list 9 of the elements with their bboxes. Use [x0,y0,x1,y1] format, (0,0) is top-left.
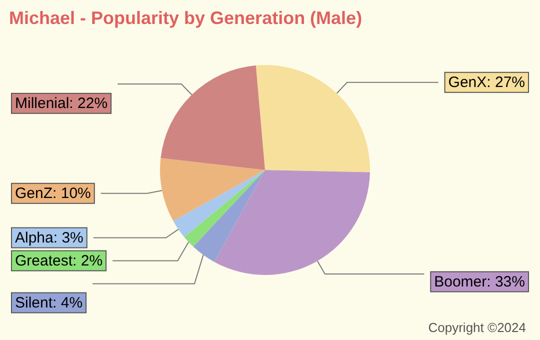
slice-label: Silent: 4% [15,294,83,312]
slice-label: Millenial: 22% [15,94,108,112]
slice-label: Greatest: 2% [15,252,103,270]
slice-label: GenX: 27% [448,74,525,91]
text: Copyright ©2024 [428,320,526,335]
slice-label: Alpha: 3% [15,229,84,246]
slice-label: Boomer: 33% [434,273,525,290]
slice-label: GenZ: 10% [15,184,91,202]
chart-title: Michael - Popularity by Generation (Male) [9,8,362,28]
